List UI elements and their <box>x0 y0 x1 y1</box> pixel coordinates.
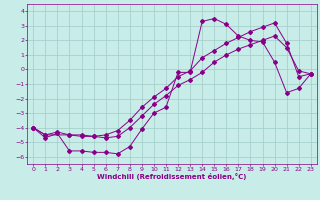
X-axis label: Windchill (Refroidissement éolien,°C): Windchill (Refroidissement éolien,°C) <box>97 173 247 180</box>
